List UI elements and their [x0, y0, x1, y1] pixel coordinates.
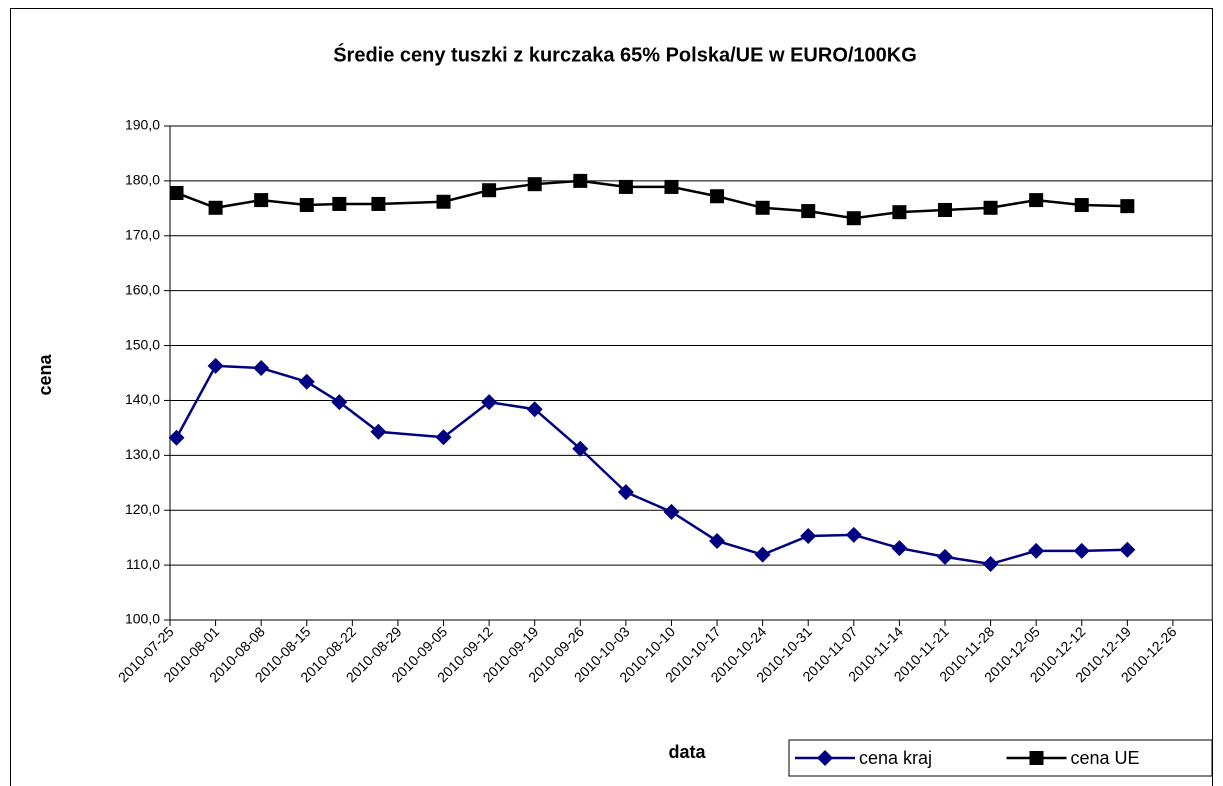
- marker: [527, 177, 542, 192]
- marker: [169, 185, 184, 200]
- marker: [436, 194, 451, 209]
- plot-area: [169, 125, 1213, 621]
- y-tick-label: 150,0: [125, 336, 160, 352]
- marker: [481, 394, 498, 411]
- marker: [891, 540, 908, 557]
- y-tick-label: 160,0: [125, 281, 160, 297]
- marker: [371, 196, 386, 211]
- marker: [983, 200, 998, 215]
- marker: [709, 532, 726, 549]
- marker: [1029, 751, 1044, 765]
- marker: [663, 503, 680, 520]
- legend-label: cena kraj: [859, 748, 932, 768]
- marker: [710, 189, 725, 204]
- y-tick-label: 180,0: [125, 172, 160, 188]
- legend-label: cena UE: [1071, 748, 1140, 768]
- marker: [573, 173, 588, 188]
- y-tick-label: 110,0: [126, 556, 160, 572]
- x-axis-title: data: [668, 742, 706, 762]
- marker: [168, 429, 185, 446]
- legend-box: [788, 739, 1213, 777]
- y-tick-label: 120,0: [125, 501, 160, 517]
- marker: [298, 373, 315, 390]
- marker: [1120, 199, 1135, 214]
- marker: [617, 484, 634, 501]
- y-axis-title: cena: [35, 353, 55, 395]
- y-tick-label: 170,0: [125, 226, 160, 242]
- marker: [370, 423, 387, 440]
- marker: [1029, 193, 1044, 208]
- marker: [435, 429, 452, 446]
- marker: [1073, 542, 1090, 559]
- marker: [817, 750, 833, 766]
- marker: [299, 198, 314, 213]
- marker: [800, 528, 817, 545]
- series-line: [176, 179, 1128, 220]
- chart-title: Średie ceny tuszki z kurczaka 65% Polska…: [333, 42, 917, 66]
- marker: [618, 179, 633, 194]
- marker: [1028, 542, 1045, 559]
- marker: [254, 193, 269, 208]
- marker: [482, 183, 497, 198]
- y-tick-label: 190,0: [125, 117, 160, 133]
- marker: [936, 548, 953, 565]
- marker: [664, 179, 679, 194]
- y-tick-label: 100,0: [125, 611, 160, 627]
- marker: [755, 200, 770, 215]
- marker: [754, 546, 771, 563]
- marker: [892, 205, 907, 220]
- marker: [208, 200, 223, 215]
- marker: [937, 202, 952, 217]
- marker: [1074, 198, 1089, 213]
- marker: [207, 357, 224, 374]
- marker: [332, 196, 347, 211]
- marker: [253, 360, 270, 377]
- series-line: [175, 364, 1128, 566]
- marker: [331, 394, 348, 411]
- y-tick-label: 140,0: [125, 391, 160, 407]
- marker: [846, 211, 861, 226]
- y-tick-label: 130,0: [125, 446, 160, 462]
- marker: [572, 440, 589, 457]
- marker: [801, 204, 816, 219]
- marker: [526, 401, 543, 418]
- marker: [1119, 541, 1136, 558]
- marker: [982, 556, 999, 573]
- marker: [845, 526, 862, 543]
